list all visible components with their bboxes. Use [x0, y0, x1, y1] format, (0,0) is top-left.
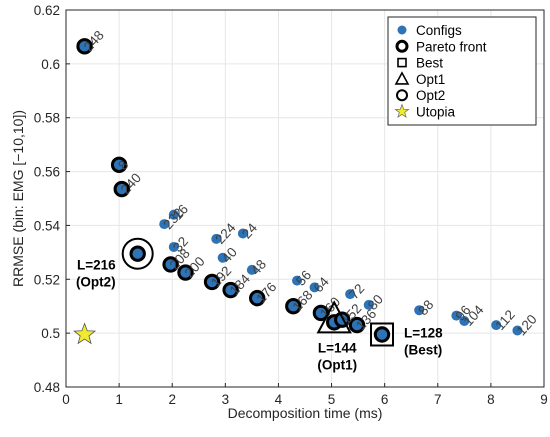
pareto-point [76, 38, 93, 55]
point-label: 16 [170, 201, 191, 222]
pareto-point [177, 264, 194, 281]
config-point [512, 325, 523, 336]
utopia-star-icon [73, 322, 97, 345]
y-tick-label: 0.6 [41, 57, 60, 72]
y-tick-label: 0.62 [34, 3, 60, 18]
opt1-annotation-sub: (Opt1) [317, 357, 357, 372]
point-label: 88 [415, 297, 436, 318]
point-label: 32 [170, 234, 191, 255]
y-axis-ticks: 0.48 0.5 0.52 0.54 0.56 0.58 0.6 0.62 [34, 3, 70, 395]
pareto-point [373, 326, 391, 343]
x-tick-label: 3 [222, 392, 230, 407]
point-label: 48 [248, 257, 269, 278]
legend-label: Opt2 [416, 88, 445, 103]
pareto-point [222, 281, 239, 299]
opt2-annotation: L=216 [77, 258, 116, 273]
config-point [159, 219, 170, 230]
legend-label: Opt1 [416, 72, 445, 87]
x-tick-label: 5 [328, 392, 336, 407]
x-tick-label: 9 [540, 392, 548, 407]
best-annotation: L=128 [404, 325, 443, 340]
legend-label: Configs [416, 23, 462, 38]
x-tick-label: 7 [434, 392, 442, 407]
config-point [292, 275, 303, 286]
point-label: 96 [452, 302, 473, 323]
config-point [491, 320, 502, 331]
point-label: 72 [346, 281, 367, 302]
y-tick-label: 0.52 [34, 272, 60, 287]
legend-label: Utopia [416, 105, 456, 120]
pareto-point [129, 245, 146, 262]
plot-frame [65, 9, 545, 388]
annotations: L=216 (Opt2) L=144 (Opt1) L=128 (Best) [76, 258, 443, 373]
legend-opt2-icon [396, 89, 408, 102]
config-point [309, 282, 320, 293]
pareto-point [110, 156, 128, 174]
y-tick-label: 0.56 [34, 165, 60, 180]
config-point [246, 264, 257, 275]
pareto-point [162, 256, 179, 273]
x-tick-label: 1 [115, 392, 123, 407]
pareto-point [249, 289, 266, 307]
config-point [217, 252, 228, 263]
pareto-point [203, 273, 221, 291]
opt2-annotation-sub: (Opt2) [76, 275, 116, 290]
y-tick-label: 0.54 [34, 218, 61, 233]
opt2-circle-marker [121, 237, 154, 270]
x-tick-label: 4 [275, 392, 283, 407]
legend-label: Pareto front [416, 39, 487, 54]
y-axis-label: RRMSE (bin: EMG [−10,10]) [10, 110, 26, 287]
config-point [363, 299, 374, 310]
config-point [168, 241, 179, 252]
legend-label: Best [416, 56, 443, 71]
x-axis-ticks: 0 1 2 3 4 5 6 7 8 9 [62, 383, 548, 407]
config-point [345, 289, 356, 300]
x-axis-label: Decomposition time (ms) [228, 405, 383, 421]
point-label: 40 [219, 245, 240, 266]
point-label: 80 [365, 292, 386, 313]
legend-opt1-icon [394, 71, 410, 85]
x-tick-label: 8 [487, 392, 495, 407]
config-point [168, 209, 179, 220]
best-annotation-sub: (Best) [404, 342, 442, 357]
x-tick-label: 0 [62, 392, 70, 407]
y-tick-label: 0.48 [34, 380, 60, 395]
config-point [211, 233, 222, 244]
x-tick-label: 2 [168, 392, 176, 407]
legend-best-icon [397, 57, 407, 68]
config-point [451, 310, 462, 321]
legend-pareto-icon [395, 39, 409, 53]
best-square-marker [370, 322, 395, 347]
legend-configs-icon [397, 25, 407, 35]
highlight-markers [73, 237, 395, 347]
pareto-point [285, 298, 302, 315]
y-tick-label: 0.58 [34, 111, 60, 126]
x-tick-label: 6 [381, 392, 389, 407]
config-point [237, 228, 248, 239]
y-tick-label: 0.5 [41, 326, 60, 341]
legend-utopia-icon [394, 103, 410, 118]
opt1-annotation: L=144 [318, 340, 357, 355]
pareto-point [348, 316, 366, 334]
config-point [459, 316, 470, 327]
pareto-point [113, 180, 130, 198]
legend-box [387, 16, 537, 126]
point-label: 56 [293, 267, 314, 288]
opt1-triangle-marker [316, 300, 352, 334]
config-point [414, 305, 425, 316]
